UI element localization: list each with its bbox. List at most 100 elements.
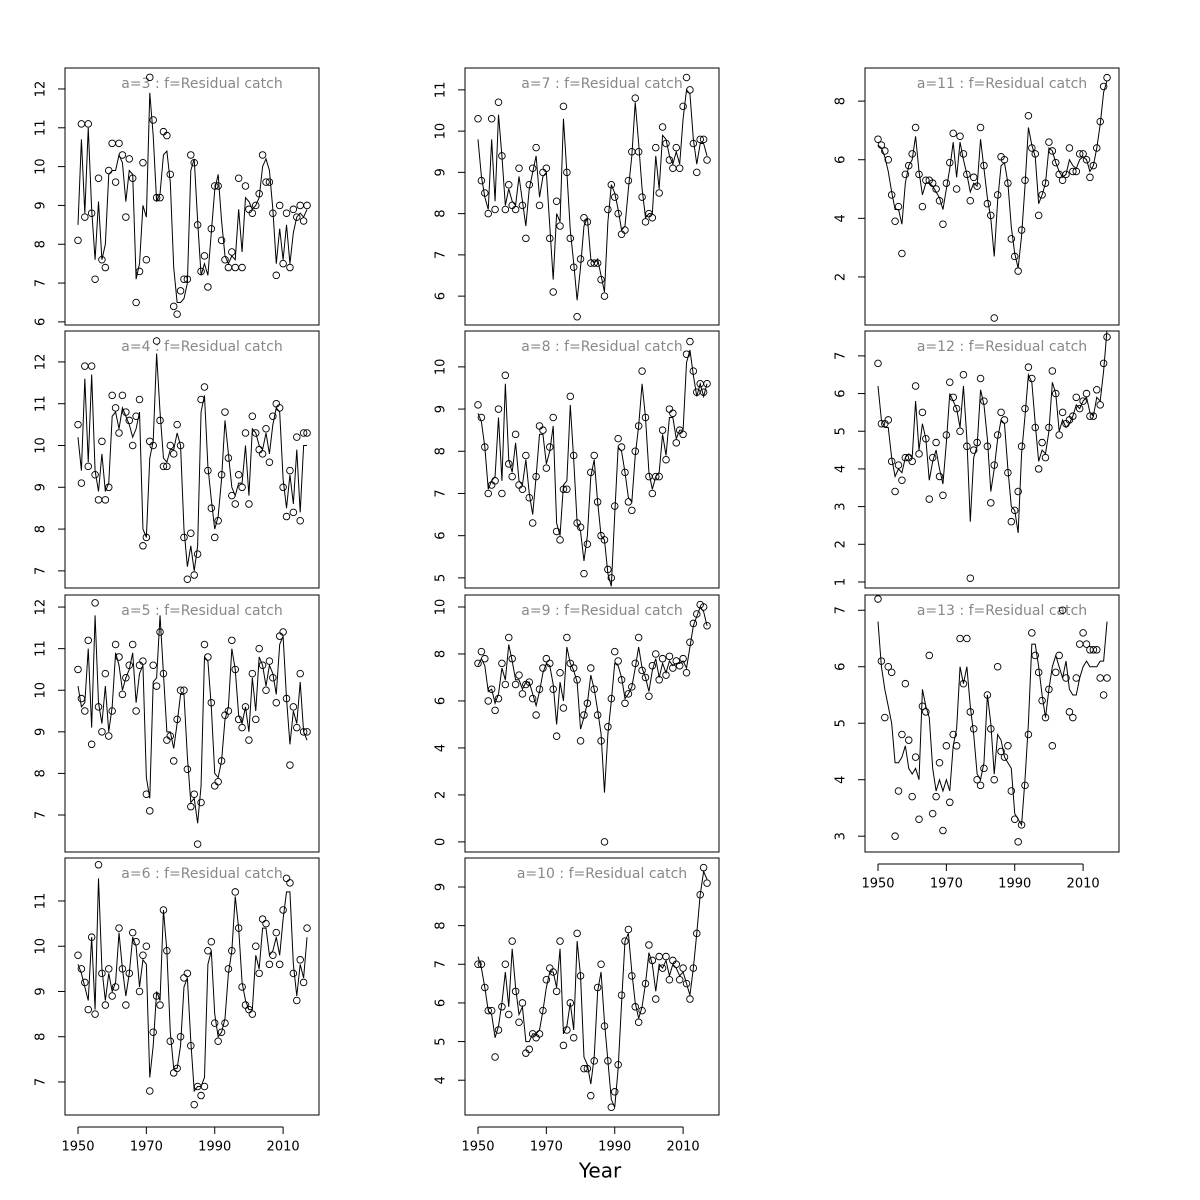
data-point — [204, 653, 212, 661]
data-point — [963, 170, 971, 179]
data-point — [146, 807, 154, 815]
data-point — [81, 213, 89, 221]
data-point — [289, 969, 298, 978]
data-point — [303, 924, 311, 932]
data-point — [559, 1041, 568, 1050]
data-point — [122, 213, 130, 221]
data-point — [1079, 397, 1087, 405]
data-point — [224, 263, 233, 272]
data-point — [255, 445, 263, 454]
data-point — [1075, 404, 1084, 413]
data-point — [248, 669, 257, 678]
data-point — [1065, 708, 1074, 716]
data-point — [146, 1087, 154, 1095]
data-point — [91, 1010, 99, 1018]
data-point — [241, 429, 250, 437]
data-point — [262, 686, 270, 694]
plot-frame — [64, 594, 320, 853]
data-point — [1065, 144, 1074, 152]
data-point — [566, 392, 575, 401]
data-point — [679, 964, 687, 972]
data-point — [908, 792, 916, 801]
panel: a=12 : f=Residual catch 1 2 3 4 5 6 7 — [834, 330, 1120, 589]
data-point — [932, 792, 940, 801]
y-tick-label: 5 — [834, 719, 849, 727]
data-point — [665, 652, 674, 661]
y-tick-label: 11 — [34, 640, 49, 657]
data-point — [652, 472, 660, 481]
data-point — [648, 213, 657, 222]
data-point — [111, 640, 120, 649]
data-point — [498, 659, 506, 668]
data-point — [887, 668, 896, 677]
data-point — [139, 951, 147, 960]
data-point — [190, 790, 198, 798]
data-point — [115, 139, 123, 148]
data-point — [197, 1091, 205, 1100]
data-point — [1034, 465, 1043, 473]
data-point — [1089, 646, 1098, 654]
data-point — [508, 472, 516, 481]
fitted-line — [77, 878, 308, 1093]
data-point — [881, 147, 889, 155]
data-point — [874, 359, 882, 368]
data-point — [932, 438, 940, 447]
data-point — [696, 135, 704, 144]
data-point — [132, 707, 140, 715]
panel: a=4 : f=Residual catch 7 8 9 10 11 12 — [34, 330, 320, 589]
data-point — [1045, 138, 1053, 146]
data-point — [1069, 713, 1077, 722]
data-point — [987, 499, 995, 507]
data-point — [74, 236, 82, 245]
data-point — [911, 123, 920, 132]
data-point — [624, 925, 633, 934]
data-point — [149, 1028, 157, 1036]
data-point — [638, 367, 646, 375]
data-point — [939, 826, 947, 835]
data-point — [634, 633, 643, 642]
panel: a=8 : f=Residual catch 5 6 7 8 9 10 — [434, 330, 720, 589]
data-point — [901, 170, 910, 179]
data-point — [111, 404, 120, 412]
data-point — [1024, 112, 1033, 120]
data-point — [77, 120, 86, 128]
data-point — [662, 952, 670, 961]
data-point — [248, 209, 257, 217]
y-tick-label: 4 — [834, 776, 849, 784]
data-point — [299, 978, 308, 987]
data-point — [894, 787, 903, 795]
data-point — [1034, 211, 1043, 220]
data-point — [1048, 742, 1057, 750]
data-point — [193, 550, 202, 558]
data-point — [84, 636, 92, 645]
panel-title: a=13 : f=Residual catch — [917, 603, 1087, 619]
data-point — [135, 987, 144, 996]
data-point — [176, 686, 185, 694]
data-point — [1103, 73, 1111, 82]
data-point — [655, 952, 663, 961]
data-point — [111, 178, 120, 186]
y-tick-label: 2 — [834, 540, 849, 548]
data-point — [501, 960, 510, 969]
data-point — [901, 453, 910, 462]
y-tick-label: 8 — [434, 447, 449, 455]
data-point — [214, 1037, 222, 1045]
data-point — [272, 271, 281, 280]
plot-area — [474, 73, 711, 321]
data-point — [505, 180, 513, 189]
data-point — [139, 542, 147, 550]
data-point — [600, 292, 609, 300]
data-point — [942, 179, 951, 187]
panel: a=7 : f=Residual catch 6 7 8 9 10 11 — [434, 67, 720, 326]
data-point — [303, 429, 311, 437]
y-tick-label: 10 — [34, 682, 49, 699]
y-tick-label: 10 — [434, 599, 449, 616]
data-point — [484, 489, 492, 498]
data-point — [522, 1049, 530, 1057]
y-tick-label: 11 — [434, 82, 449, 99]
y-tick-label: 3 — [834, 502, 849, 510]
data-point — [699, 863, 708, 872]
data-point — [522, 451, 530, 460]
data-point — [183, 575, 192, 583]
data-point — [624, 690, 633, 698]
